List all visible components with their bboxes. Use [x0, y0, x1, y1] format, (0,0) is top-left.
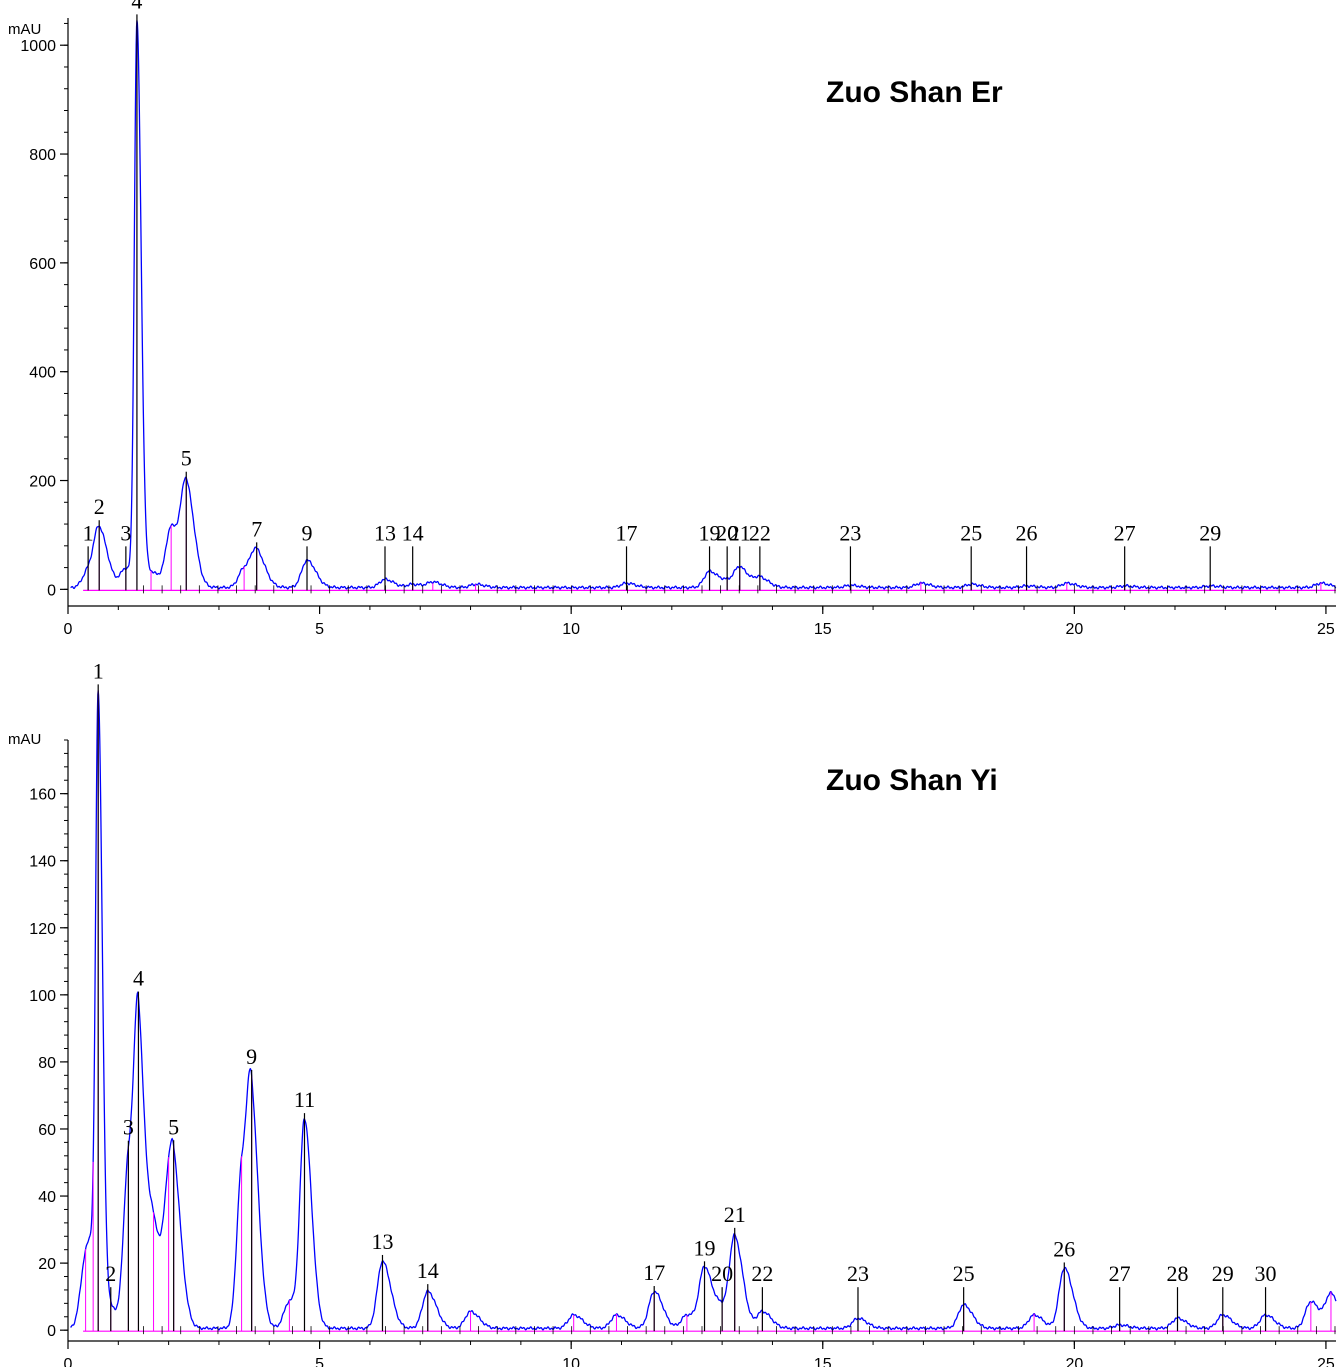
peak-label: 11	[294, 1087, 315, 1112]
peak-label: 25	[953, 1261, 975, 1286]
peak-label: 2	[94, 494, 105, 519]
peak-label: 7	[251, 516, 262, 541]
y-tick-label: 600	[29, 256, 56, 273]
x-tick-label: 15	[814, 621, 832, 638]
x-tick-label: 25	[1317, 1356, 1335, 1367]
peak-label: 17	[643, 1260, 665, 1285]
peak-label: 20	[716, 520, 738, 545]
peak-label: 1	[83, 520, 94, 545]
peak-label: 23	[839, 520, 861, 545]
peak-label: 29	[1212, 1261, 1234, 1286]
peak-label: 14	[417, 1258, 439, 1283]
peak-label: 9	[302, 520, 313, 545]
peak-label: 27	[1109, 1261, 1131, 1286]
x-tick-label: 15	[814, 1356, 832, 1367]
y-tick-label: 100	[29, 988, 56, 1005]
peak-label: 29	[1199, 520, 1221, 545]
peak-label: 25	[960, 520, 982, 545]
peak-label: 21	[729, 520, 751, 545]
y-tick-label: 200	[29, 474, 56, 491]
peak-label: 26	[1016, 520, 1038, 545]
peak-label: 26	[1053, 1236, 1075, 1261]
chart-title: Zuo Shan Er	[826, 76, 1003, 109]
peak-label: 1	[93, 658, 104, 683]
y-tick-label: 60	[38, 1122, 56, 1139]
y-tick-label: 160	[29, 787, 56, 804]
peak-label: 14	[402, 520, 424, 545]
y-axis-unit-label: mAU	[8, 21, 41, 38]
y-tick-label: 140	[29, 854, 56, 871]
x-tick-label: 10	[562, 621, 580, 638]
chart-title: Zuo Shan Yi	[826, 764, 998, 797]
peak-label: 19	[699, 520, 721, 545]
x-tick-label: 25	[1317, 621, 1335, 638]
x-tick-label: 20	[1065, 1356, 1083, 1367]
y-tick-label: 0	[47, 1323, 56, 1340]
x-tick-label: 5	[315, 621, 324, 638]
x-tick-label: 0	[64, 1356, 73, 1367]
peak-label: 23	[847, 1261, 869, 1286]
y-tick-label: 20	[38, 1256, 56, 1273]
y-tick-label: 1000	[20, 38, 56, 55]
peak-label: 3	[123, 1115, 134, 1140]
peak-label: 13	[371, 1229, 393, 1254]
peak-label: 5	[181, 446, 192, 471]
y-tick-label: 120	[29, 921, 56, 938]
peak-label: 19	[694, 1235, 716, 1260]
peak-label: 9	[246, 1044, 257, 1069]
peak-label: 3	[120, 520, 131, 545]
peak-label: 28	[1167, 1261, 1189, 1286]
peak-label: 5	[168, 1114, 179, 1139]
peak-label: 30	[1255, 1261, 1277, 1286]
peak-label: 17	[616, 520, 638, 545]
peak-label: 21	[724, 1202, 746, 1227]
peak-label: 27	[1114, 520, 1136, 545]
chromatogram-trace	[70, 690, 1337, 1331]
y-tick-label: 0	[47, 582, 56, 599]
peak-label: 4	[133, 966, 144, 991]
peak-label: 13	[374, 520, 396, 545]
peak-label: 4	[131, 0, 142, 13]
y-tick-label: 40	[38, 1189, 56, 1206]
y-tick-label: 800	[29, 147, 56, 164]
peak-label: 20	[711, 1261, 733, 1286]
y-tick-label: 80	[38, 1055, 56, 1072]
x-tick-label: 5	[315, 1356, 324, 1367]
x-tick-label: 10	[562, 1356, 580, 1367]
peak-label: 22	[749, 520, 771, 545]
y-tick-label: 400	[29, 365, 56, 382]
x-tick-label: 20	[1065, 621, 1083, 638]
y-axis-unit-label: mAU	[8, 731, 41, 748]
chromatogram-trace	[70, 20, 1337, 590]
x-tick-label: 0	[64, 621, 73, 638]
peak-label: 2	[105, 1261, 116, 1286]
peak-label: 22	[751, 1261, 773, 1286]
